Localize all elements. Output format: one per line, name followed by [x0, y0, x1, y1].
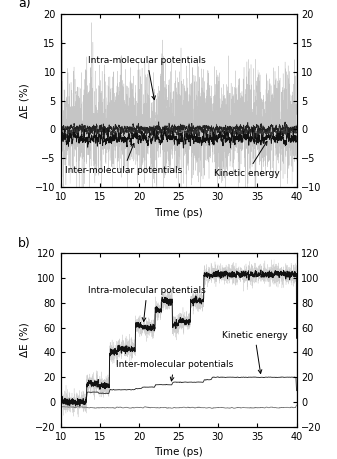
Y-axis label: ΔE (%): ΔE (%) [20, 83, 30, 118]
Y-axis label: ΔE (%): ΔE (%) [20, 323, 30, 358]
Text: Kinetic energy: Kinetic energy [214, 141, 280, 178]
Text: a): a) [18, 0, 31, 10]
Text: Intra-molecular potentials: Intra-molecular potentials [88, 286, 206, 321]
Text: b): b) [18, 237, 31, 250]
Text: Inter-molecular potentials: Inter-molecular potentials [116, 360, 233, 381]
Text: Kinetic energy: Kinetic energy [222, 330, 287, 374]
X-axis label: Time (ps): Time (ps) [154, 447, 203, 457]
X-axis label: Time (ps): Time (ps) [154, 208, 203, 218]
Text: Intra-molecular potentials: Intra-molecular potentials [88, 56, 206, 100]
Text: Inter-molecular potentials: Inter-molecular potentials [65, 144, 182, 175]
